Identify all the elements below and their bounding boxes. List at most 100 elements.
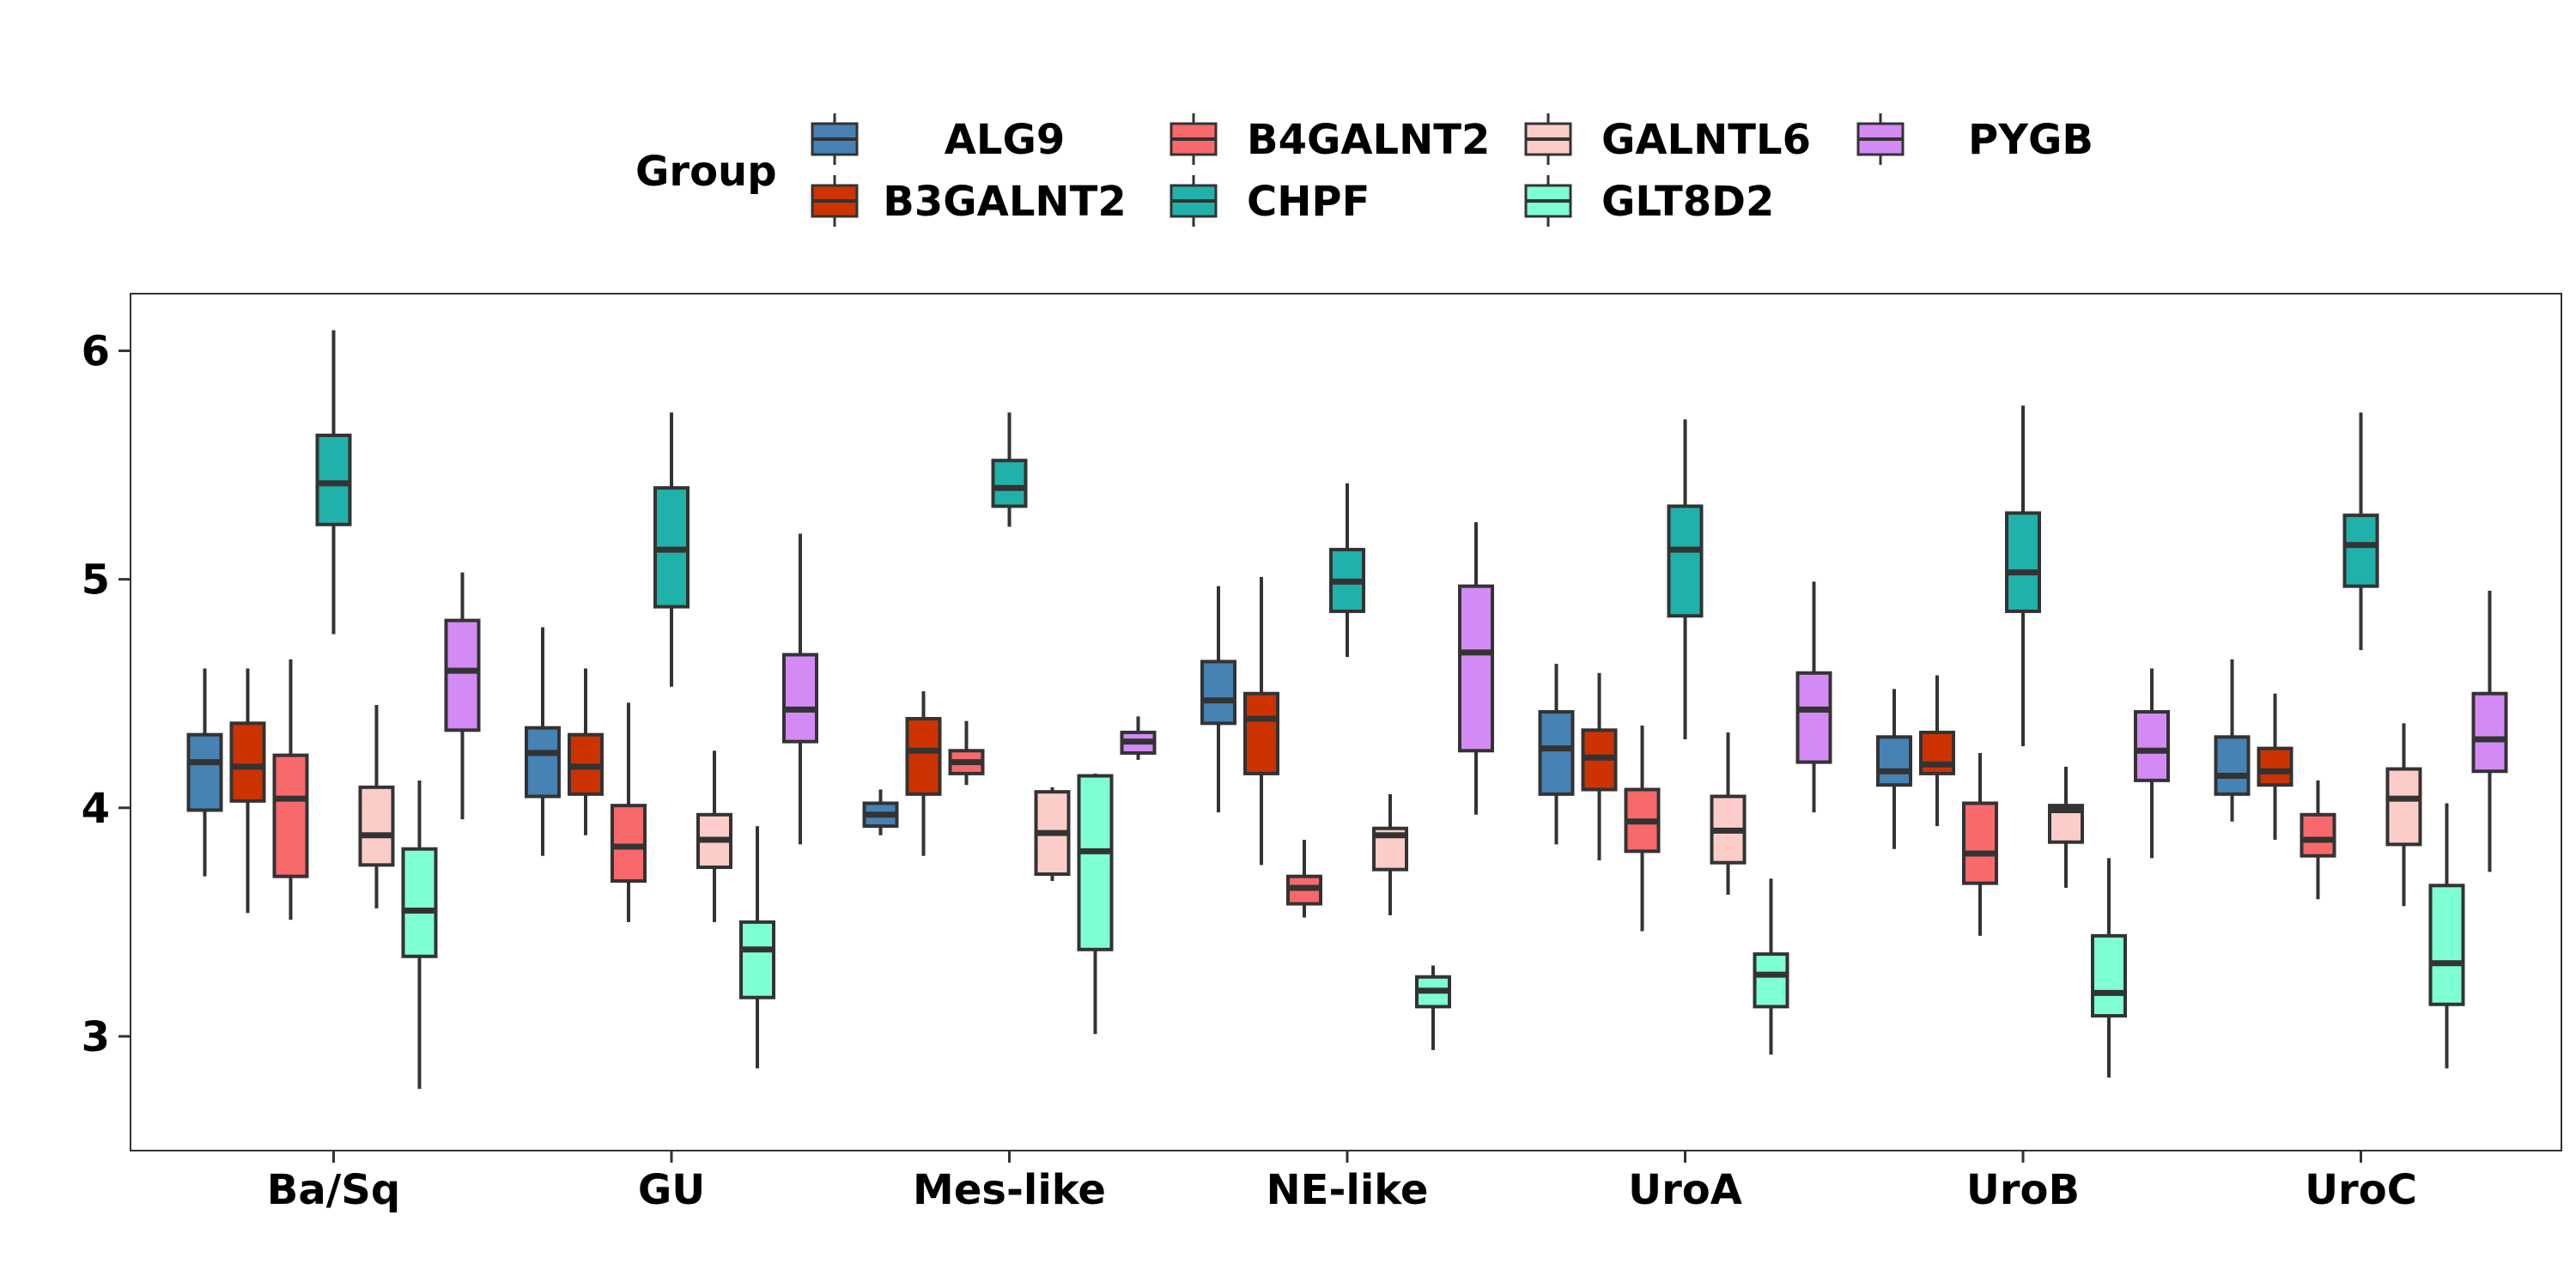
legend-label: GLT8D2 [1601, 178, 1774, 226]
box-body [525, 726, 561, 799]
y-tick-label: 5 [82, 556, 110, 605]
box-series-alg9 [186, 586, 2251, 877]
box [2428, 803, 2465, 1069]
box-body [401, 847, 438, 958]
plot-panel [130, 293, 2562, 1151]
box [1243, 577, 1279, 866]
legend-label: ALG9 [945, 116, 1066, 164]
box [444, 572, 481, 820]
x-tick-label: UroB [1966, 1166, 2080, 1214]
box-series-b4galnt2 [272, 659, 2336, 936]
legend-item-glt8d2: GLT8D2 [1524, 175, 1774, 227]
box-body [2134, 710, 2170, 782]
box [525, 627, 561, 856]
box [2005, 405, 2041, 746]
box-body [2300, 812, 2336, 858]
legend-title: Group [635, 148, 777, 196]
box [1919, 675, 1955, 827]
box [2134, 668, 2170, 859]
box-body [2214, 735, 2251, 796]
box [739, 826, 775, 1069]
box-body [358, 785, 395, 867]
box-body [186, 732, 223, 812]
box [2257, 693, 2293, 841]
box-body [1753, 952, 1789, 1009]
box-body [1876, 735, 1912, 787]
box [1581, 672, 1618, 861]
box [611, 702, 647, 922]
x-tick-label: UroC [2305, 1166, 2417, 1214]
box-body [1077, 774, 1114, 951]
box [568, 668, 604, 835]
legend-label: PYGB [1968, 116, 2093, 164]
box-body [1243, 691, 1279, 775]
box-body [611, 804, 647, 883]
box [1077, 773, 1114, 1035]
box [1329, 483, 1365, 658]
box-body [444, 618, 481, 732]
box-body [905, 717, 942, 796]
box [1372, 793, 1408, 915]
box [2091, 858, 2127, 1078]
box-body [2091, 933, 2127, 1018]
box-series-layer [186, 330, 2508, 1090]
box [1962, 752, 1998, 936]
box [991, 412, 1028, 527]
box [1667, 419, 1704, 739]
box-body [272, 753, 309, 878]
box-body [991, 459, 1028, 508]
box [948, 720, 985, 786]
box [1458, 522, 1494, 815]
box-body [1667, 504, 1704, 618]
x-axis: Ba/Sq GU Mes-like NE-like UroA UroB UroC [267, 1151, 2417, 1214]
legend-item-b3galnt2: B3GALNT2 [811, 175, 1127, 227]
box [1624, 725, 1661, 932]
legend-label: B3GALNT2 [883, 178, 1126, 226]
box-body [1962, 801, 1998, 885]
y-tick-label: 6 [82, 328, 110, 376]
box-body [1795, 671, 1832, 764]
legend-item-b4galnt2: B4GALNT2 [1170, 113, 1490, 165]
x-tick-label: Ba/Sq [267, 1166, 400, 1214]
box-series-glt8d2 [401, 773, 2465, 1090]
box [905, 691, 942, 856]
box-body [229, 721, 266, 803]
box-body [315, 434, 352, 526]
box [1795, 581, 1832, 813]
box-body [2342, 513, 2379, 588]
legend-label: GALNTL6 [1601, 116, 1811, 164]
box [653, 412, 690, 687]
x-tick-label: UroA [1628, 1166, 1742, 1214]
box [782, 533, 818, 845]
box-body [2005, 511, 2041, 613]
box-series-chpf [315, 330, 2379, 746]
y-axis: 3 4 5 6 [82, 328, 131, 1061]
y-tick-label: 3 [82, 1013, 110, 1061]
box [1710, 732, 1747, 895]
box [401, 780, 438, 1090]
legend-item-alg9: ALG9 [811, 113, 1066, 165]
box [358, 705, 395, 908]
box-body [2257, 746, 2293, 787]
box [2214, 659, 2251, 822]
box [696, 750, 732, 922]
box-body [2428, 884, 2465, 1006]
box [862, 789, 899, 835]
box [2471, 590, 2508, 872]
box [1753, 878, 1789, 1055]
legend-item-galntl6: GALNTL6 [1524, 113, 1811, 165]
y-tick-label: 4 [82, 785, 110, 833]
x-tick-label: GU [638, 1166, 705, 1214]
box [229, 668, 266, 914]
box [2048, 766, 2084, 888]
box-body [1458, 584, 1494, 753]
box-body [1200, 659, 1236, 726]
x-tick-label: NE-like [1267, 1166, 1429, 1214]
box-series-pygb [444, 522, 2508, 872]
box-body [1538, 710, 1575, 796]
box-body [2385, 767, 2422, 847]
box-body [782, 653, 818, 744]
legend-label: B4GALNT2 [1247, 116, 1490, 164]
box [186, 668, 223, 877]
box [2300, 780, 2336, 900]
